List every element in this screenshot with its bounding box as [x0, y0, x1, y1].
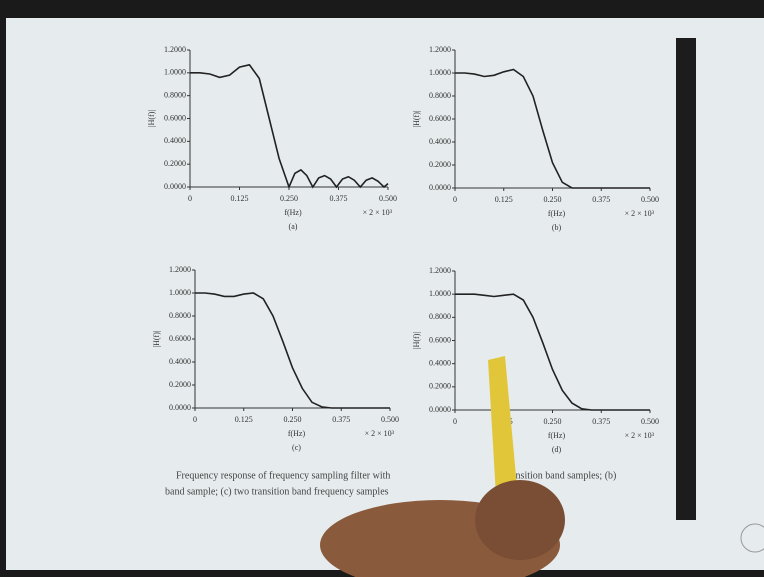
panel-label: (a) — [289, 222, 298, 231]
x-tick-label: 0 — [453, 417, 457, 426]
x-tick-label: 0 — [453, 195, 457, 204]
y-tick-label: 1.2000 — [429, 45, 451, 54]
y-tick-label: 0.6000 — [429, 114, 451, 123]
x-tick-label: 0.500 — [381, 415, 399, 424]
y-tick-label: 0.2000 — [169, 380, 191, 389]
x-axis-label: f(Hz) — [548, 431, 566, 440]
y-tick-label: 0.4000 — [169, 357, 191, 366]
panel-label: (c) — [292, 443, 301, 452]
x-tick-label: 0.125 — [231, 194, 249, 203]
y-tick-label: 0.6000 — [164, 113, 186, 122]
y-tick-label: 0.2000 — [429, 382, 451, 391]
y-tick-label: 0.8000 — [164, 90, 186, 99]
y-tick-label: 0.8000 — [169, 311, 191, 320]
y-tick-label: 1.2000 — [429, 266, 451, 275]
y-tick-label: 1.0000 — [429, 289, 451, 298]
x-tick-label: 0 — [188, 194, 192, 203]
y-axis-label: |H(f)| — [412, 332, 421, 349]
hand — [475, 480, 565, 560]
y-tick-label: 1.0000 — [164, 68, 186, 77]
panel-label: (d) — [552, 445, 562, 454]
x-tick-label: 0.250 — [544, 195, 562, 204]
x-tick-label: 0.250 — [280, 194, 298, 203]
y-tick-label: 0.2000 — [164, 159, 186, 168]
x-tick-label: 0.375 — [592, 417, 610, 426]
response-curve — [455, 293, 650, 411]
x-tick-label: 0.125 — [495, 195, 513, 204]
x-tick-label: 0.125 — [235, 415, 253, 424]
y-tick-label: 1.2000 — [169, 265, 191, 274]
x-multiplier: × 2 × 10³ — [363, 208, 393, 217]
y-tick-label: 1.0000 — [429, 68, 451, 77]
y-tick-label: 0.0000 — [429, 405, 451, 414]
y-tick-label: 0.4000 — [429, 137, 451, 146]
y-tick-label: 0.0000 — [164, 182, 186, 191]
response-curve — [455, 68, 650, 189]
y-tick-label: 0.2000 — [429, 160, 451, 169]
y-tick-label: 0.8000 — [429, 91, 451, 100]
page — [6, 18, 764, 570]
y-axis-label: |H(f)| — [147, 110, 156, 127]
y-axis-label: |H(f)| — [412, 111, 421, 128]
caption-line: Frequency response of frequency sampling… — [176, 470, 390, 481]
x-tick-label: 0.500 — [379, 194, 397, 203]
response-curve — [195, 292, 390, 409]
y-tick-label: 0.4000 — [164, 136, 186, 145]
x-axis-label: f(Hz) — [548, 209, 566, 218]
caption-line: band sample; (c) two transition band fre… — [165, 486, 389, 497]
x-tick-label: 0.250 — [544, 417, 562, 426]
x-multiplier: × 2 × 10³ — [365, 429, 395, 438]
x-tick-label: 0.375 — [592, 195, 610, 204]
y-tick-label: 0.4000 — [429, 358, 451, 367]
x-multiplier: × 2 × 10³ — [625, 431, 655, 440]
y-tick-label: 1.2000 — [164, 45, 186, 54]
x-tick-label: 0.500 — [641, 417, 659, 426]
y-tick-label: 1.0000 — [169, 288, 191, 297]
y-axis-label: |H(f)| — [152, 331, 161, 348]
y-tick-label: 0.0000 — [169, 403, 191, 412]
y-tick-label: 0.0000 — [429, 183, 451, 192]
caption-line: transition band samples; (b) — [505, 470, 616, 481]
corner-mark — [740, 523, 764, 553]
x-tick-label: 0.375 — [332, 415, 350, 424]
panel-label: (b) — [552, 223, 562, 232]
y-tick-label: 0.8000 — [429, 312, 451, 321]
y-tick-label: 0.6000 — [429, 335, 451, 344]
x-tick-label: 0.250 — [284, 415, 302, 424]
response-curve — [190, 63, 389, 190]
x-axis-label: f(Hz) — [288, 429, 306, 438]
y-tick-label: 0.6000 — [169, 334, 191, 343]
x-axis-label: f(Hz) — [284, 208, 302, 217]
binding-strip — [676, 38, 696, 520]
x-tick-label: 0.500 — [641, 195, 659, 204]
x-multiplier: × 2 × 10³ — [625, 209, 655, 218]
x-tick-label: 0.375 — [330, 194, 348, 203]
x-tick-label: 0 — [193, 415, 197, 424]
